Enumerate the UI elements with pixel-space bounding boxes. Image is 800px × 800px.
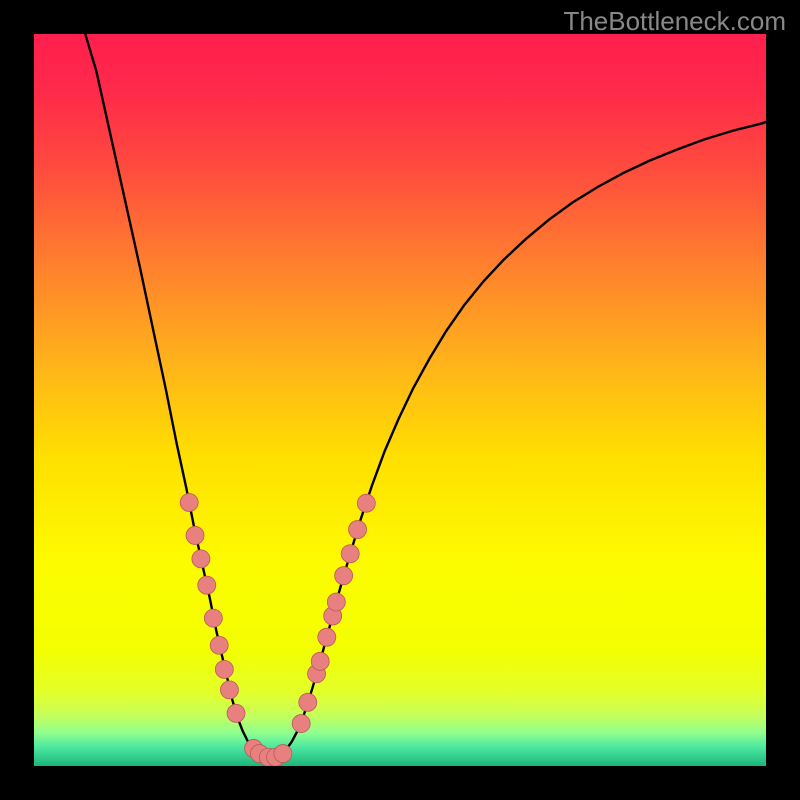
data-marker (292, 715, 310, 733)
chart-overlay (34, 34, 766, 766)
data-marker (357, 494, 375, 512)
data-marker (192, 550, 210, 568)
data-marker (220, 681, 238, 699)
watermark-text: TheBottleneck.com (563, 6, 786, 37)
data-marker (180, 493, 198, 511)
bottleneck-curve (85, 34, 766, 757)
data-marker (204, 609, 222, 627)
data-marker (198, 576, 216, 594)
plot-area (34, 34, 766, 766)
data-marker (186, 526, 204, 544)
data-marker (215, 660, 233, 678)
data-marker (311, 652, 329, 670)
data-marker (341, 545, 359, 563)
data-marker (274, 745, 292, 763)
data-markers (180, 493, 375, 766)
data-marker (299, 693, 317, 711)
data-marker (335, 567, 353, 585)
data-marker (318, 628, 336, 646)
data-marker (327, 593, 345, 611)
data-marker (210, 636, 228, 654)
data-marker (227, 704, 245, 722)
data-marker (349, 521, 367, 539)
